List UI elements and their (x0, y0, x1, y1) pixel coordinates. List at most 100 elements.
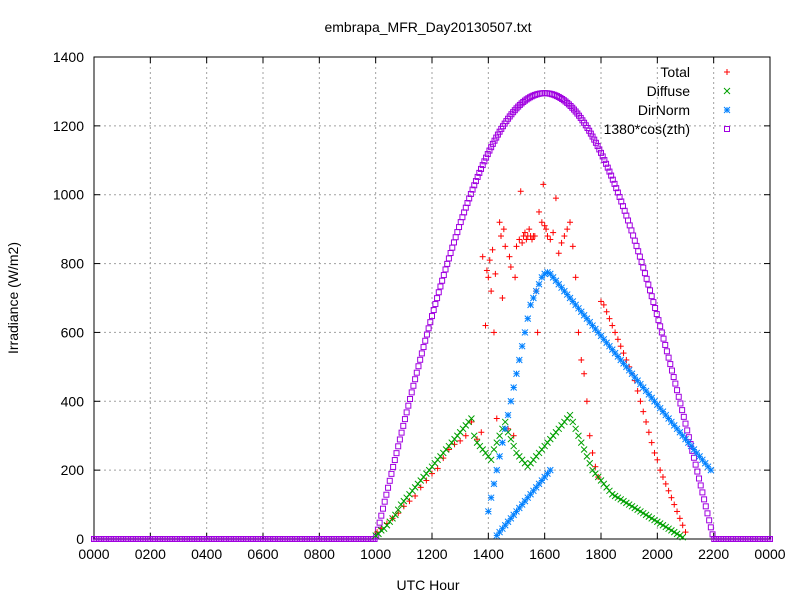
point-dirnorm (535, 280, 543, 288)
point-cos (652, 305, 659, 312)
x-tick-label: 1400 (473, 546, 504, 562)
point-total (510, 432, 517, 439)
point-total (531, 233, 538, 240)
point-cos (513, 105, 520, 112)
chart-title: embrapa_MFR_Day20130507.txt (324, 19, 531, 35)
point-diffuse (493, 439, 501, 446)
point-cos (613, 185, 620, 192)
point-cos (511, 107, 518, 114)
point-dirnorm (493, 466, 501, 474)
point-total (654, 456, 661, 463)
point-cos (623, 212, 630, 219)
point-cos (638, 259, 645, 266)
point-cos (489, 140, 496, 147)
point-cos (679, 407, 686, 414)
point-total (567, 219, 574, 226)
point-total (583, 398, 590, 405)
point-dirnorm (496, 453, 503, 460)
point-total (555, 250, 562, 257)
point-dirnorm (501, 425, 509, 433)
point-diffuse (583, 453, 591, 460)
point-cos (699, 489, 706, 496)
point-total (620, 350, 627, 357)
point-cos (378, 512, 385, 519)
point-total (506, 253, 513, 260)
point-cos (410, 382, 417, 389)
point-dirnorm (518, 342, 526, 350)
point-total (643, 418, 650, 425)
point-total (496, 219, 503, 226)
point-cos (471, 182, 478, 189)
point-diffuse (566, 411, 574, 419)
point-cos (648, 293, 655, 300)
point-cos (437, 283, 444, 290)
point-diffuse (507, 435, 515, 443)
tick-labels: 0000 0200 0400 0600 0800 1000 1200 1400 1600 1800… (53, 49, 786, 562)
point-cos (386, 477, 393, 484)
point-total (507, 264, 514, 271)
point-cos (476, 169, 483, 176)
point-total (662, 480, 669, 487)
point-diffuse (586, 459, 594, 467)
y-tick-label: 600 (61, 324, 85, 340)
point-cos (478, 165, 485, 172)
point-total (523, 236, 530, 243)
data-marks (91, 90, 773, 542)
point-total (417, 484, 424, 491)
legend-marker (724, 126, 730, 132)
point-dirnorm (530, 294, 537, 302)
x-tick-label: 2000 (642, 546, 673, 562)
point-cos (381, 498, 388, 505)
point-cos (599, 153, 606, 160)
point-dirnorm (583, 315, 591, 323)
point-cos (626, 222, 633, 229)
point-cos (407, 396, 414, 403)
point-total (547, 236, 554, 243)
point-cos (429, 313, 435, 320)
y-tick-label: 800 (61, 256, 85, 272)
point-total (589, 449, 596, 456)
point-total (485, 274, 492, 281)
point-cos (684, 427, 691, 434)
point-cos (635, 248, 642, 255)
legend-label: 1380*cos(zth) (604, 121, 690, 137)
point-total (513, 243, 520, 250)
point-cos (403, 409, 410, 416)
point-cos (422, 337, 429, 344)
point-cos (677, 400, 684, 407)
point-dirnorm (546, 466, 554, 474)
point-diffuse (577, 439, 585, 446)
point-cos (641, 270, 648, 277)
point-total (671, 501, 678, 508)
point-cos (694, 468, 701, 475)
point-cos (628, 227, 635, 234)
point-cos (379, 505, 386, 512)
point-total (634, 387, 641, 394)
point-total (645, 429, 652, 436)
point-total (483, 267, 490, 274)
point-total (575, 329, 582, 336)
point-cos (569, 104, 576, 111)
point-total (581, 370, 588, 377)
point-total (572, 274, 579, 281)
point-total (617, 343, 624, 350)
point-cos (636, 253, 643, 260)
point-total (462, 432, 469, 439)
point-cos (704, 510, 711, 517)
point-total (543, 226, 550, 233)
x-tick-label: 1000 (360, 546, 391, 562)
point-cos (596, 146, 603, 153)
point-total (648, 439, 655, 446)
point-cos (481, 158, 488, 165)
point-cos (447, 250, 454, 257)
point-total (676, 515, 683, 522)
point-cos (390, 463, 397, 470)
x-axis-title: UTC Hour (396, 577, 459, 593)
point-cos (668, 367, 675, 374)
point-cos (670, 374, 677, 381)
point-cos (456, 224, 463, 231)
point-cos (640, 264, 647, 271)
point-dirnorm (484, 508, 492, 515)
point-cos (606, 168, 613, 175)
